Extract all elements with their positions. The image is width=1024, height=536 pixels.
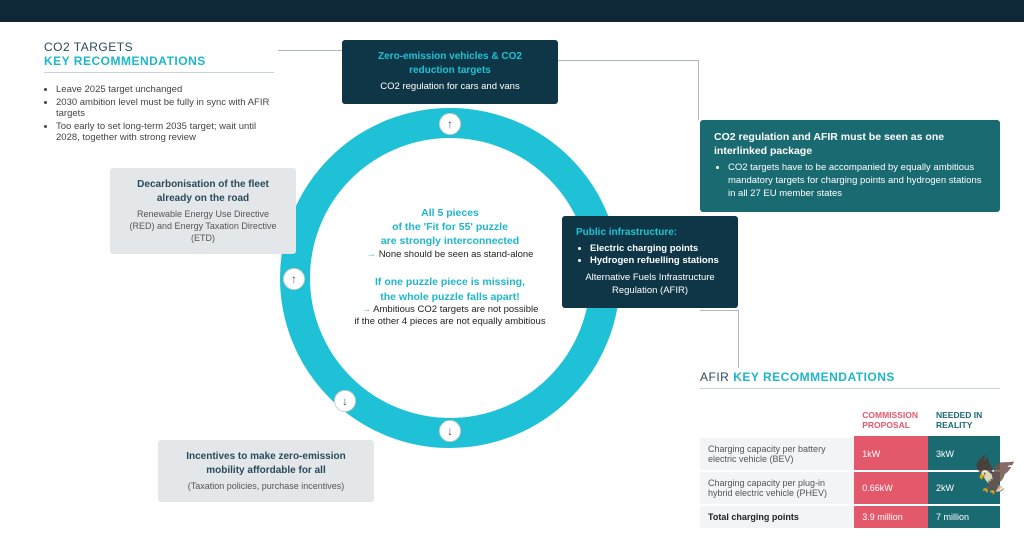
callout-interlinked: CO2 regulation and AFIR must be seen as …	[700, 120, 1000, 212]
heading-rule	[700, 388, 1000, 389]
bullet-item: 2030 ambition level must be fully in syn…	[56, 97, 274, 119]
node-body: CO2 regulation for cars and vans	[356, 81, 544, 94]
row-needed: 7 million	[928, 505, 1000, 528]
row-proposal: 1kW	[854, 437, 928, 471]
infra-item: Hydrogen refuelling stations	[590, 255, 724, 268]
connector-line	[278, 50, 342, 51]
node-body: Renewable Energy Use Directive (RED) and…	[124, 208, 282, 244]
node-decarbonisation: Decarbonisation of the fleet already on …	[110, 168, 296, 254]
node-title: Incentives to make zero-emission mobilit…	[172, 450, 360, 477]
afir-heading: AFIR KEY RECOMMENDATIONS	[700, 370, 1000, 389]
infra-item: Electric charging points	[590, 243, 724, 256]
watermark-icon: 🦅	[973, 454, 1018, 496]
co2-targets-bullets: Leave 2025 target unchanged 2030 ambitio…	[44, 84, 274, 145]
ring-arrow-icon: ↓	[334, 390, 356, 412]
heading-teal: KEY RECOMMENDATIONS	[44, 54, 206, 68]
row-label: Charging capacity per battery electric v…	[700, 437, 854, 471]
col-proposal: COMMISSION PROPOSAL	[854, 404, 928, 437]
row-proposal: 3.9 million	[854, 505, 928, 528]
connector-line	[698, 60, 699, 120]
bullet-item: Too early to set long-term 2035 target; …	[56, 121, 274, 143]
ring-arrow-icon: ↓	[439, 420, 461, 442]
table-row: Charging capacity per plug-in hybrid ele…	[700, 471, 1000, 505]
ring-arrow-icon: ↑	[283, 268, 305, 290]
heading-rule	[44, 72, 274, 73]
table-row: Total charging points 3.9 million 7 mill…	[700, 505, 1000, 528]
node-zero-emission: Zero-emission vehicles & CO2 reduction t…	[342, 40, 558, 104]
node-public-infrastructure: Public infrastructure: Electric charging…	[562, 216, 738, 308]
col-needed: NEEDED IN REALITY	[928, 404, 1000, 437]
bullet-item: Leave 2025 target unchanged	[56, 84, 274, 95]
center-message: All 5 pieces of the 'Fit for 55' puzzle …	[322, 206, 578, 329]
callout-title: CO2 regulation and AFIR must be seen as …	[714, 130, 986, 158]
connector-line	[738, 310, 739, 368]
node-incentives: Incentives to make zero-emission mobilit…	[158, 440, 374, 502]
heading-teal: KEY RECOMMENDATIONS	[733, 370, 895, 384]
connector-line	[700, 310, 738, 311]
afir-table: COMMISSION PROPOSAL NEEDED IN REALITY Ch…	[700, 404, 1000, 528]
node-body: Alternative Fuels Infrastructure Regulat…	[576, 272, 724, 298]
row-label: Charging capacity per plug-in hybrid ele…	[700, 471, 854, 505]
ring-arrow-icon: ↑	[439, 113, 461, 135]
top-bar	[0, 0, 1024, 22]
callout-item: CO2 targets have to be accompanied by eq…	[728, 162, 986, 200]
heading-dark: AFIR	[700, 370, 729, 384]
node-title: Zero-emission vehicles & CO2 reduction t…	[356, 50, 544, 77]
node-title: Public infrastructure:	[576, 226, 724, 240]
col-blank	[700, 404, 854, 437]
row-proposal: 0.66kW	[854, 471, 928, 505]
connector-line	[558, 60, 698, 61]
table-row: Charging capacity per battery electric v…	[700, 437, 1000, 471]
co2-targets-heading: CO2 TARGETS KEY RECOMMENDATIONS	[44, 40, 274, 73]
row-label: Total charging points	[700, 505, 854, 528]
heading-dark: CO2 TARGETS	[44, 40, 133, 54]
node-body: (Taxation policies, purchase incentives)	[172, 480, 360, 492]
node-title: Decarbonisation of the fleet already on …	[124, 178, 282, 205]
